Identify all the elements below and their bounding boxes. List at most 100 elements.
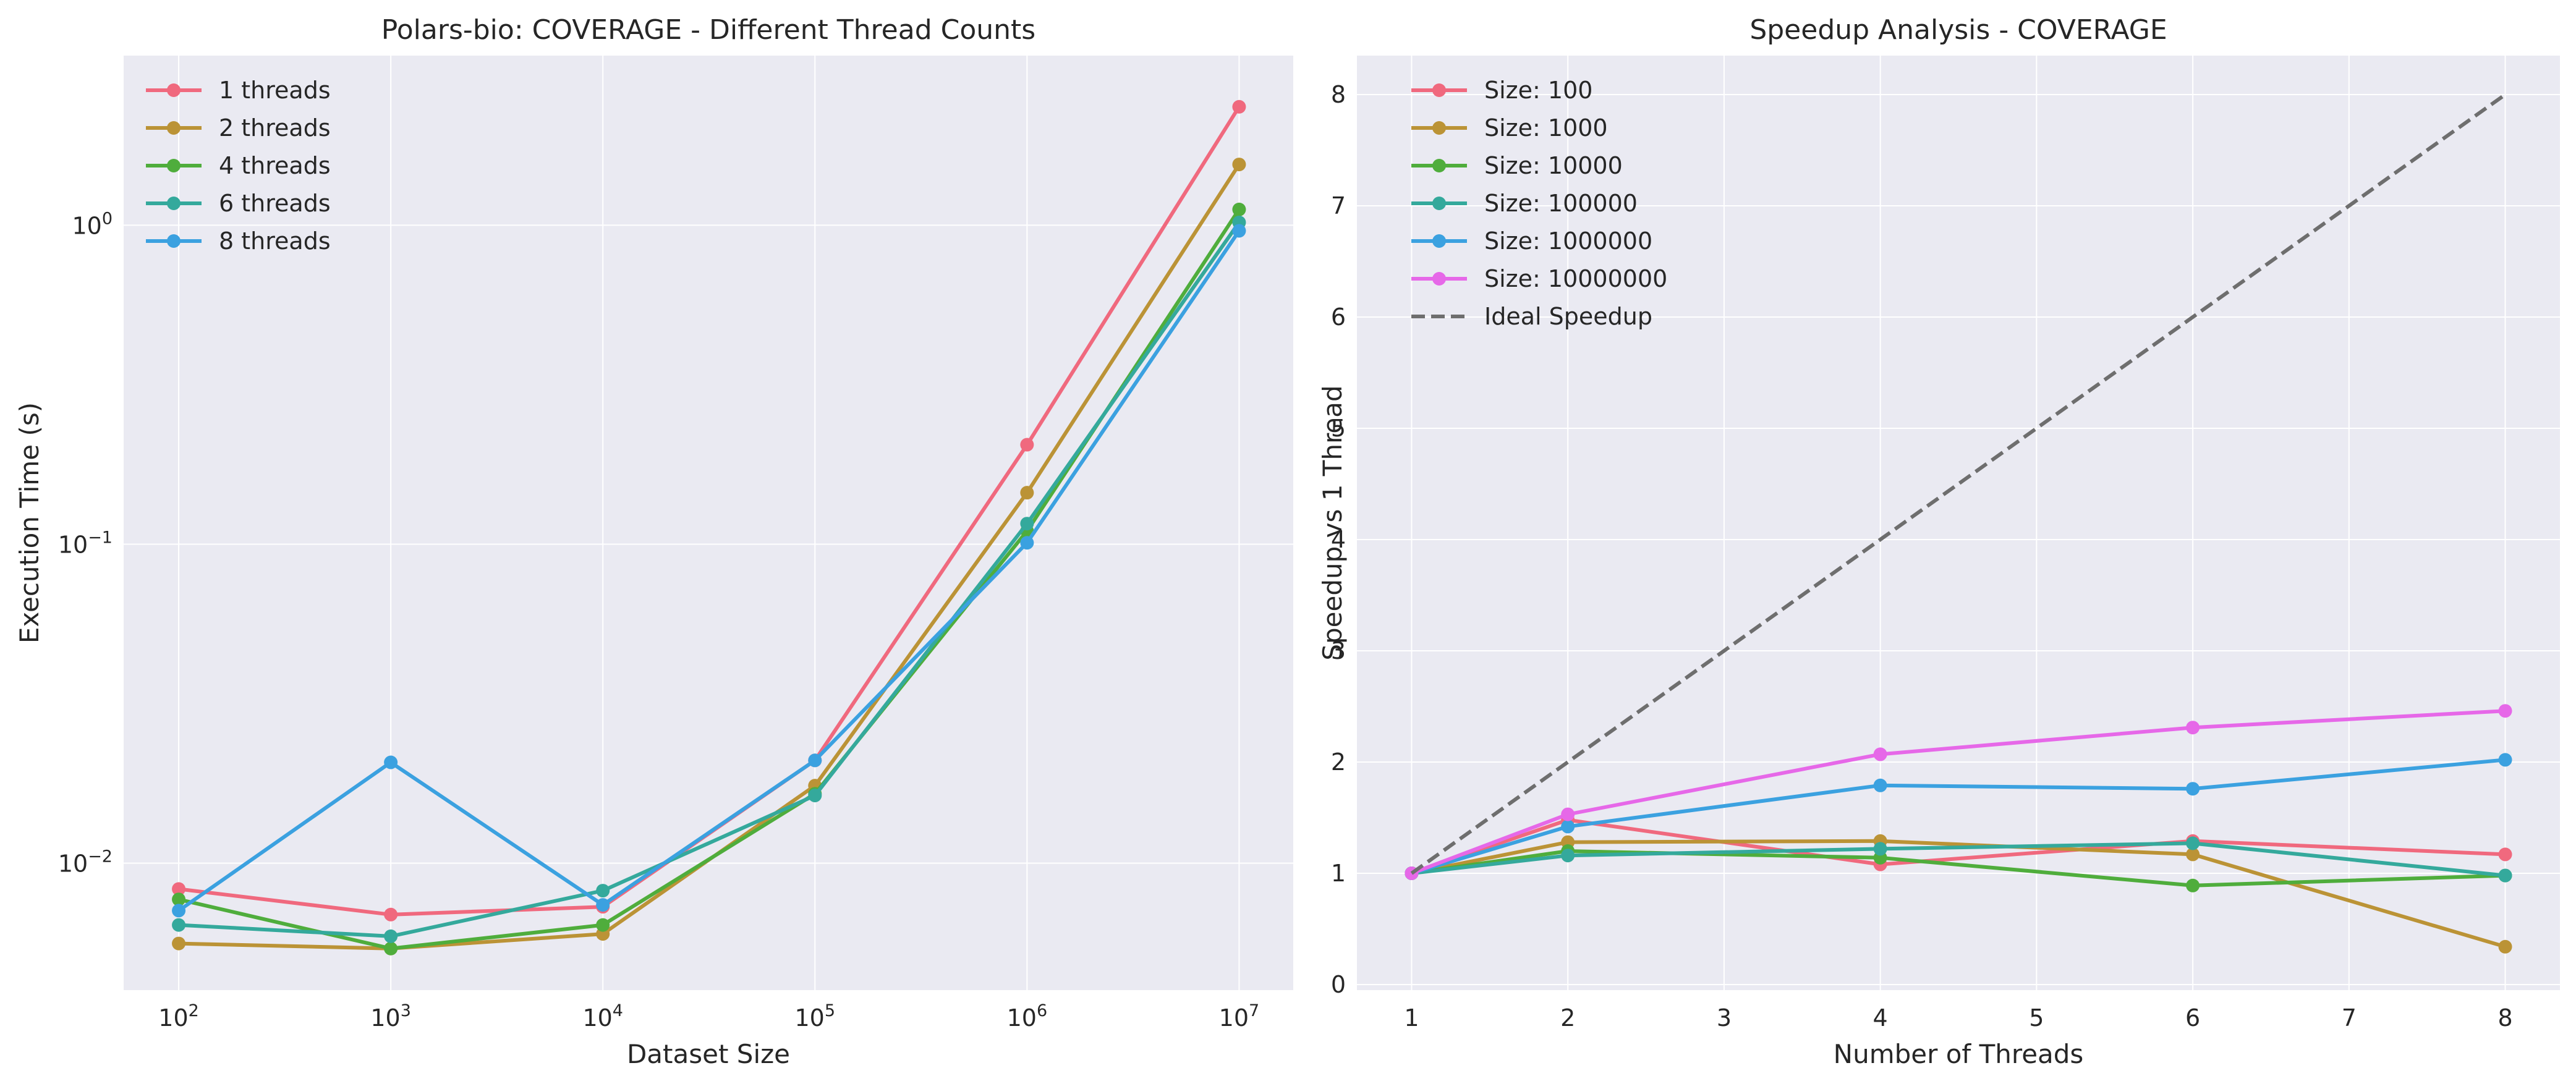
data-point xyxy=(1020,438,1034,452)
y-tick-label: 5 xyxy=(1331,415,1346,442)
y-tick-label: 100 xyxy=(72,209,113,239)
legend-marker xyxy=(167,234,181,248)
data-point xyxy=(1561,849,1575,863)
data-point xyxy=(596,918,610,932)
legend-item-size-1000000: Size: 1000000 xyxy=(1411,227,1652,255)
legend-item-size-1000: Size: 1000 xyxy=(1411,114,1608,142)
legend-label: 1 threads xyxy=(219,77,331,104)
data-point xyxy=(1561,820,1575,834)
x-tick-label: 106 xyxy=(1007,1001,1048,1032)
legend-label: Size: 10000 xyxy=(1484,152,1623,179)
data-point xyxy=(2498,868,2512,883)
data-point xyxy=(384,929,398,943)
legend-marker xyxy=(167,121,181,135)
data-point xyxy=(2186,782,2200,796)
x-tick-label: 107 xyxy=(1219,1001,1260,1032)
chart-title: Speedup Analysis - COVERAGE xyxy=(1749,14,2167,46)
legend-label: 6 threads xyxy=(219,190,331,217)
series-group xyxy=(172,100,1246,956)
data-point xyxy=(2186,836,2200,850)
y-tick-label: 7 xyxy=(1331,192,1346,219)
data-point xyxy=(384,755,398,769)
legend-marker xyxy=(1432,121,1446,135)
data-point xyxy=(384,907,398,922)
y-tick-label: 10−2 xyxy=(58,847,113,878)
data-point xyxy=(384,941,398,956)
data-point xyxy=(172,904,186,918)
x-axis-label: Dataset Size xyxy=(627,1039,790,1069)
y-tick-label: 8 xyxy=(1331,81,1346,108)
legend-marker xyxy=(1432,83,1446,97)
legend-item-size-100000: Size: 100000 xyxy=(1411,190,1638,217)
legend-item-size-100: Size: 100 xyxy=(1411,77,1592,104)
data-point xyxy=(1561,807,1575,821)
legend-item-size-10000000: Size: 10000000 xyxy=(1411,265,1667,292)
y-tick-label: 0 xyxy=(1331,971,1346,998)
x-tick-label: 8 xyxy=(2497,1004,2512,1032)
y-tick-label: 1 xyxy=(1331,860,1346,887)
data-point xyxy=(808,789,822,803)
grid xyxy=(1357,56,2560,990)
data-point xyxy=(1232,100,1246,114)
x-tick-label: 102 xyxy=(158,1001,199,1032)
legend-item-size-10000: Size: 10000 xyxy=(1411,152,1623,179)
data-point xyxy=(1873,778,1887,792)
y-axis-label: Execution Time (s) xyxy=(14,402,45,643)
series-size-100000 xyxy=(1405,836,2512,883)
series-ideal-speedup xyxy=(1410,93,2507,875)
data-point xyxy=(2498,847,2512,862)
data-point xyxy=(1020,536,1034,550)
y-tick-label: 4 xyxy=(1331,526,1346,553)
legend-marker xyxy=(1432,234,1446,248)
legend-item-ideal-speedup: Ideal Speedup xyxy=(1411,303,1652,330)
series-line xyxy=(178,208,1241,951)
data-point xyxy=(172,892,186,907)
chart-title: Polars-bio: COVERAGE - Different Thread … xyxy=(381,14,1035,46)
y-tick-labels: 0 1 2 3 4 5 6 7 8 xyxy=(1331,81,1346,998)
series-size-10000000 xyxy=(1405,704,2512,880)
grid xyxy=(124,56,1293,990)
data-point xyxy=(2186,847,2200,862)
x-tick-label: 1 xyxy=(1404,1004,1419,1032)
y-tick-label: 6 xyxy=(1331,303,1346,331)
series-line xyxy=(1410,93,2507,875)
data-point xyxy=(1873,842,1887,856)
data-point xyxy=(2186,878,2200,892)
x-tick-label: 2 xyxy=(1560,1004,1575,1032)
legend-label: Size: 100000 xyxy=(1484,190,1638,217)
data-point xyxy=(172,882,186,896)
legend-label: Size: 10000000 xyxy=(1484,265,1667,292)
x-tick-label: 4 xyxy=(1873,1004,1888,1032)
legend-label: Size: 1000 xyxy=(1484,114,1608,142)
data-point xyxy=(1020,517,1034,531)
data-point xyxy=(596,884,610,898)
execution-time-chart: 102 103 104 105 106 107 10−2 10−1 100 Polars-bi… xyxy=(14,14,1293,1069)
data-point xyxy=(172,918,186,932)
legend-item-6-threads: 6 threads xyxy=(146,190,331,217)
series-line xyxy=(177,229,1241,912)
legend-marker xyxy=(1432,272,1446,286)
legend: Size: 100 Size: 1000 Size: 10000 Size: 1000… xyxy=(1411,77,1667,330)
data-point xyxy=(1232,224,1246,238)
legend-label: Ideal Speedup xyxy=(1484,303,1652,330)
legend-marker xyxy=(167,159,181,172)
legend-item-4-threads: 4 threads xyxy=(146,152,331,179)
data-point xyxy=(1232,202,1246,216)
series-line xyxy=(178,221,1241,938)
x-tick-label: 7 xyxy=(2342,1004,2357,1032)
legend-item-8-threads: 8 threads xyxy=(146,227,331,255)
legend-label: 4 threads xyxy=(219,152,331,179)
legend-marker xyxy=(1432,197,1446,210)
data-point xyxy=(2498,753,2512,767)
x-tick-labels: 1 2 3 4 5 6 7 8 xyxy=(1404,1004,2512,1032)
x-tick-label: 105 xyxy=(795,1001,836,1032)
data-point xyxy=(1020,486,1034,500)
x-tick-label: 103 xyxy=(370,1001,411,1032)
x-tick-label: 5 xyxy=(2029,1004,2044,1032)
y-tick-labels: 10−2 10−1 100 xyxy=(58,209,113,877)
y-tick-label: 10−1 xyxy=(58,528,113,558)
legend-item-2-threads: 2 threads xyxy=(146,114,331,142)
legend-label: 8 threads xyxy=(219,227,331,255)
data-point xyxy=(2498,704,2512,718)
